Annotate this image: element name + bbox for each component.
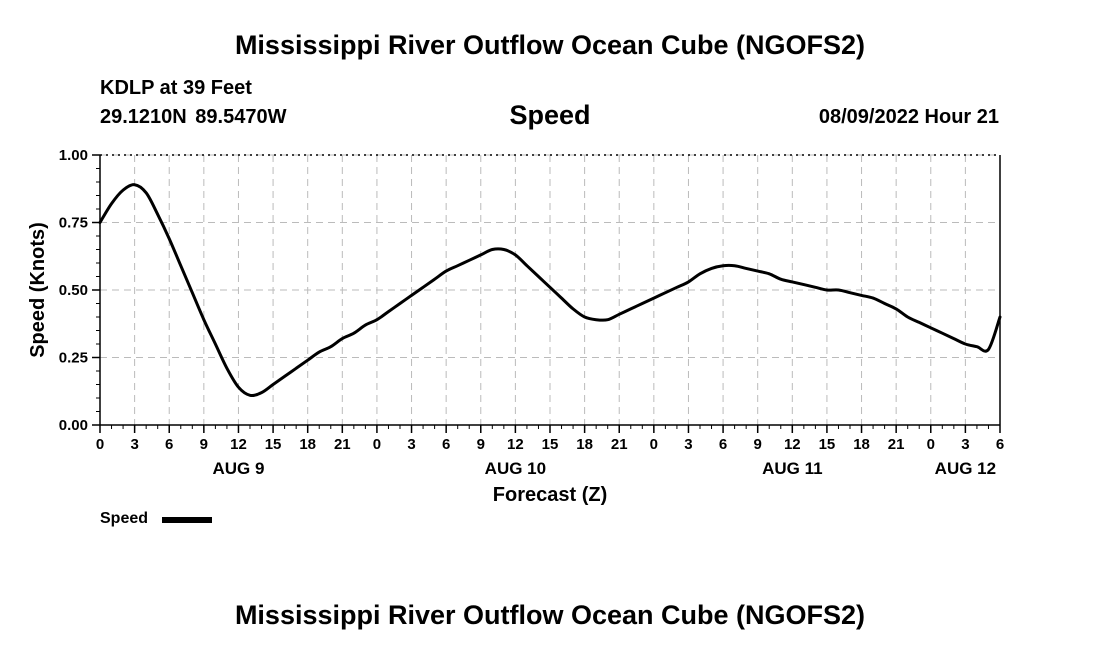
x-tick-label: 0	[96, 436, 104, 453]
x-tick-label: 12	[784, 436, 801, 453]
x-tick-label: 15	[542, 436, 559, 453]
legend-swatch	[162, 517, 212, 523]
forecast-datetime: 08/09/2022 Hour 21	[818, 106, 999, 128]
x-tick-label: 0	[650, 436, 658, 453]
x-tick-label: 0	[373, 436, 381, 453]
speed-series-line	[98, 183, 1002, 398]
legend-label: Speed	[100, 510, 149, 527]
x-tick-label: 3	[961, 436, 969, 453]
x-tick-label: 15	[265, 436, 282, 453]
x-date-label: AUG 12	[935, 459, 996, 478]
x-tick-label: 12	[507, 436, 524, 453]
y-tick-label: 0.50	[59, 282, 88, 299]
x-date-label: AUG 9	[212, 459, 264, 478]
x-axis-title: Forecast (Z)	[493, 484, 607, 506]
x-tick-label: 6	[165, 436, 173, 453]
x-tick-label: 18	[299, 436, 316, 453]
x-tick-label: 3	[407, 436, 415, 453]
footer-title: Mississippi River Outflow Ocean Cube (NG…	[234, 600, 866, 630]
y-tick-label: 0.75	[59, 215, 88, 232]
x-tick-label: 21	[888, 436, 905, 453]
y-axis-title: Speed (Knots)	[27, 222, 49, 358]
x-tick-label: 18	[853, 436, 870, 453]
x-tick-label: 9	[754, 436, 762, 453]
x-tick-label: 3	[130, 436, 138, 453]
chart-title: Mississippi River Outflow Ocean Cube (NG…	[234, 30, 866, 60]
x-date-label: AUG 10	[485, 459, 546, 478]
x-tick-label: 9	[200, 436, 208, 453]
x-tick-label: 6	[719, 436, 727, 453]
x-tick-label: 12	[230, 436, 247, 453]
y-tick-label: 0.00	[59, 417, 88, 434]
x-tick-label: 3	[684, 436, 692, 453]
y-tick-label: 1.00	[59, 147, 88, 164]
x-tick-label: 6	[442, 436, 450, 453]
station-label: KDLP at 39 Feet	[100, 77, 252, 99]
y-tick-label: 0.25	[59, 350, 88, 367]
x-tick-label: 21	[611, 436, 628, 453]
x-date-label: AUG 11	[762, 459, 822, 478]
chart-subtitle: Speed	[509, 100, 591, 130]
x-tick-label: 0	[927, 436, 935, 453]
x-tick-label: 21	[334, 436, 351, 453]
x-tick-label: 18	[576, 436, 593, 453]
x-tick-label: 6	[996, 436, 1004, 453]
x-tick-label: 15	[819, 436, 836, 453]
station-coordinates: 29.1210N 89.5470W	[100, 106, 287, 128]
x-tick-label: 9	[477, 436, 485, 453]
